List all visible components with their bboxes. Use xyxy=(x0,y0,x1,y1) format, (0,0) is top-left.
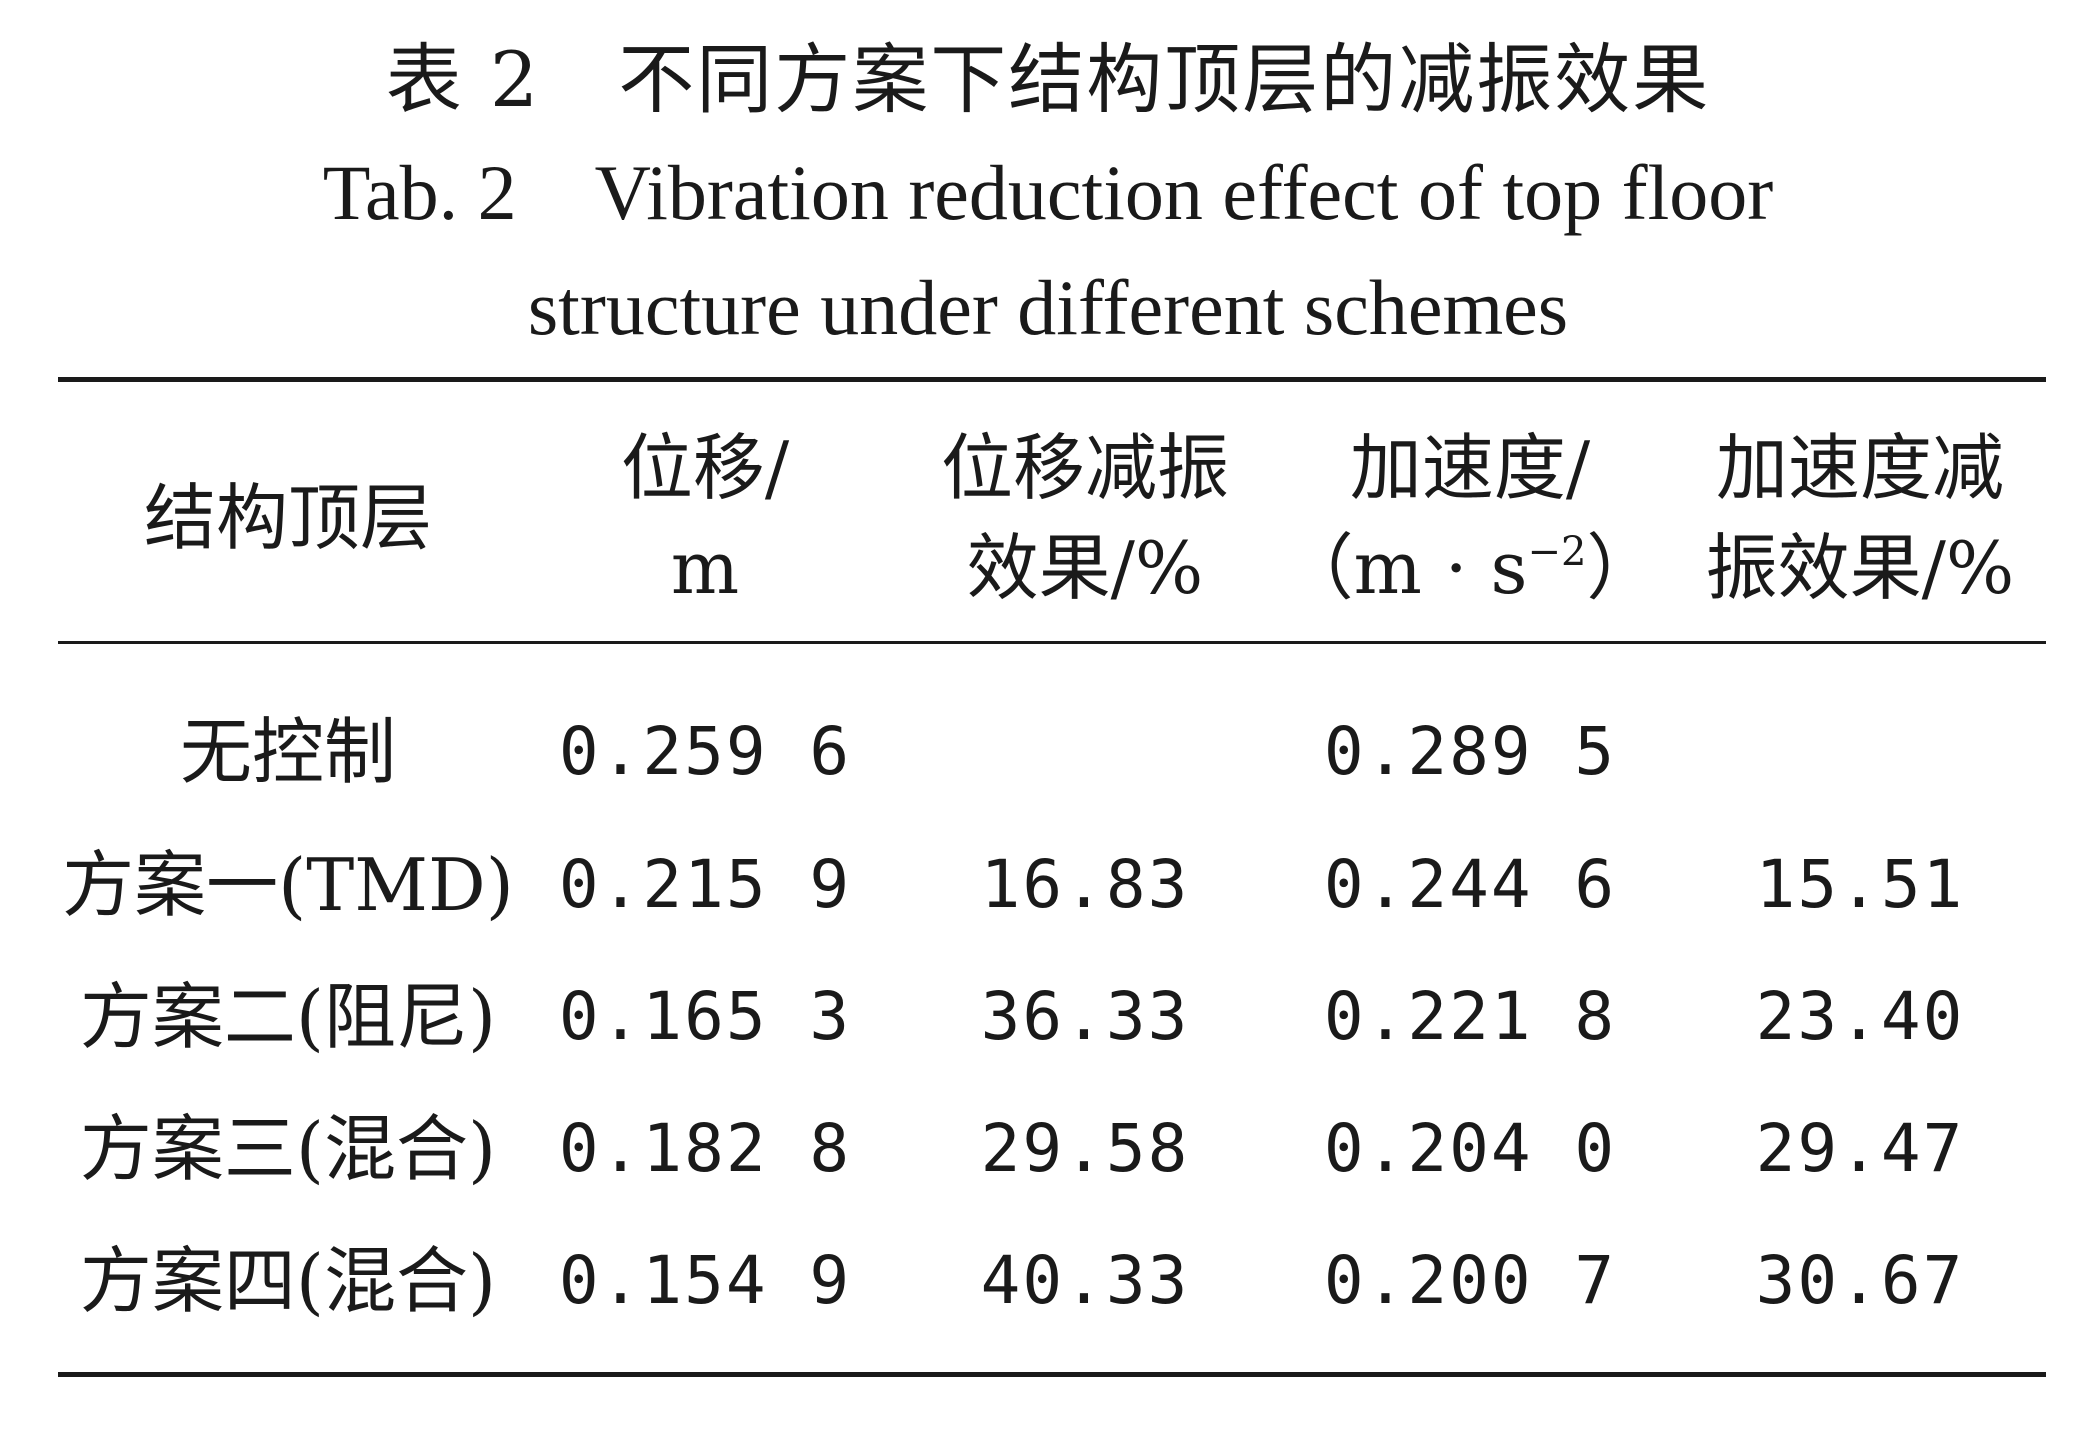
cell-displacement-reduction: 40.33 xyxy=(980,1242,1190,1319)
cell-displacement: 0.154 9 xyxy=(558,1242,852,1319)
cell-displacement: 0.182 8 xyxy=(558,1110,852,1187)
table-header-rule xyxy=(58,641,2046,644)
header-acceleration: 加速度/ （m · s−2） xyxy=(1280,418,1660,618)
table-bottom-rule xyxy=(58,1372,2046,1377)
header-displacement-reduction-line2: 效果/% xyxy=(966,526,1204,610)
cell-displacement-reduction: 29.58 xyxy=(980,1110,1190,1187)
cell-scheme: 方案三(混合) xyxy=(79,1107,497,1191)
header-structure-top-floor-text: 结构顶层 xyxy=(143,476,432,560)
header-acceleration-line1: 加速度/ xyxy=(1349,426,1591,510)
cell-displacement-reduction: 16.83 xyxy=(980,846,1190,923)
cell-acceleration-reduction: 15.51 xyxy=(1755,846,1965,923)
cell-acceleration: 0.221 8 xyxy=(1323,978,1617,1055)
table-caption-english-line2: structure under different schemes xyxy=(527,264,1569,351)
header-displacement-line1: 位移/ xyxy=(620,426,790,510)
table-caption-chinese: 表 2 不同方案下结构顶层的减振效果 xyxy=(385,35,1711,124)
cell-scheme: 无控制 xyxy=(179,710,396,794)
cell-displacement-reduction: 36.33 xyxy=(980,978,1190,1055)
header-acceleration-reduction-line1: 加速度减 xyxy=(1715,426,2004,510)
header-acceleration-reduction: 加速度减 振效果/% xyxy=(1680,418,2040,618)
header-displacement-reduction-line1: 位移减振 xyxy=(940,426,1229,510)
header-acceleration-unit-post: ） xyxy=(1586,526,1659,610)
cell-acceleration: 0.204 0 xyxy=(1323,1110,1617,1187)
table-top-rule xyxy=(58,377,2046,382)
cell-acceleration-reduction: 30.67 xyxy=(1755,1242,1965,1319)
header-acceleration-reduction-line2: 振效果/% xyxy=(1705,526,2015,610)
cell-scheme: 方案四(混合) xyxy=(79,1239,497,1323)
header-displacement: 位移/ m xyxy=(540,418,870,618)
header-displacement-line2: m xyxy=(670,526,740,610)
header-acceleration-line2: （m · s−2） xyxy=(1282,518,1659,618)
cell-acceleration-reduction: 23.40 xyxy=(1755,978,1965,1055)
header-acceleration-unit-pre: （m · s xyxy=(1281,526,1528,610)
cell-acceleration: 0.200 7 xyxy=(1323,1242,1617,1319)
cell-displacement: 0.259 6 xyxy=(558,713,852,790)
cell-acceleration-reduction: 29.47 xyxy=(1755,1110,1965,1187)
header-structure-top-floor: 结构顶层 xyxy=(58,418,518,618)
cell-acceleration: 0.289 5 xyxy=(1323,713,1617,790)
cell-scheme: 方案一(TMD) xyxy=(62,843,514,927)
cell-displacement: 0.215 9 xyxy=(558,846,852,923)
header-displacement-reduction: 位移减振 效果/% xyxy=(900,418,1270,618)
cell-scheme: 方案二(阻尼) xyxy=(79,975,497,1059)
header-acceleration-unit-exponent: −2 xyxy=(1527,529,1587,575)
cell-acceleration: 0.244 6 xyxy=(1323,846,1617,923)
cell-displacement: 0.165 3 xyxy=(558,978,852,1055)
table-caption-english-line1: Tab. 2 Vibration reduction effect of top… xyxy=(322,149,1774,236)
